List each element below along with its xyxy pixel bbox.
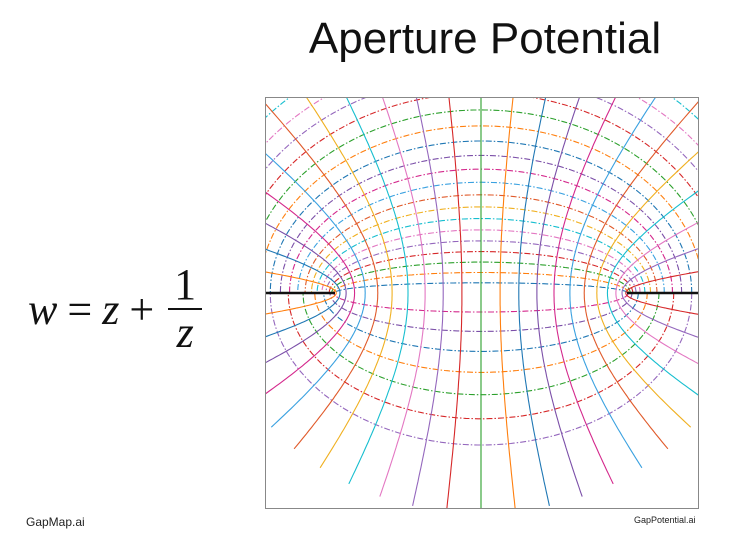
field-line xyxy=(606,189,699,397)
field-line xyxy=(596,150,699,428)
field-line xyxy=(536,97,583,497)
equals-sign: = xyxy=(67,284,93,334)
field-line xyxy=(345,97,409,485)
field-line xyxy=(265,222,347,364)
potential-field-plot xyxy=(265,97,699,509)
field-line xyxy=(621,247,699,339)
equipotential-line xyxy=(265,125,699,265)
field-line xyxy=(265,271,337,315)
field-line xyxy=(583,100,699,450)
field-line xyxy=(615,221,699,365)
field-line xyxy=(446,97,463,509)
fraction-bar xyxy=(168,308,203,310)
field-line xyxy=(265,152,366,428)
field-line xyxy=(265,102,379,450)
slide-title: Aperture Potential xyxy=(308,14,662,63)
fraction-denominator: z xyxy=(176,308,194,357)
field-line xyxy=(379,97,426,497)
equation-z: z xyxy=(102,284,120,334)
field-line xyxy=(265,248,341,338)
fraction-numerator: 1 xyxy=(174,260,197,309)
footer-left-brand: GapMap.ai xyxy=(26,515,85,529)
field-line xyxy=(518,97,550,507)
field-line xyxy=(499,97,516,509)
field-line xyxy=(625,271,699,315)
field-line xyxy=(305,97,393,469)
field-line xyxy=(265,191,356,395)
plot-frame xyxy=(265,97,699,509)
plus-sign: + xyxy=(129,284,155,334)
field-line xyxy=(569,97,657,469)
field-line xyxy=(553,97,617,485)
equation: w = z + 1 z xyxy=(28,260,203,357)
field-line xyxy=(412,97,444,507)
equation-lhs: w xyxy=(28,284,58,334)
field-curves xyxy=(265,97,699,509)
footer-right-brand: GapPotential.ai xyxy=(634,515,696,525)
fraction: 1 z xyxy=(168,260,203,357)
